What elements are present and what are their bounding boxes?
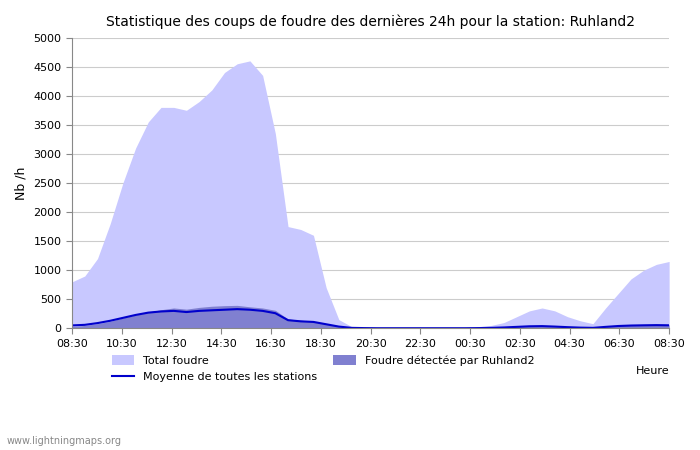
- Text: Heure: Heure: [636, 366, 669, 376]
- Y-axis label: Nb /h: Nb /h: [15, 166, 28, 200]
- Legend: Total foudre, Moyenne de toutes les stations, Foudre détectée par Ruhland2: Total foudre, Moyenne de toutes les stat…: [107, 351, 538, 387]
- Text: www.lightningmaps.org: www.lightningmaps.org: [7, 436, 122, 446]
- Title: Statistique des coups de foudre des dernières 24h pour la station: Ruhland2: Statistique des coups de foudre des dern…: [106, 15, 635, 30]
